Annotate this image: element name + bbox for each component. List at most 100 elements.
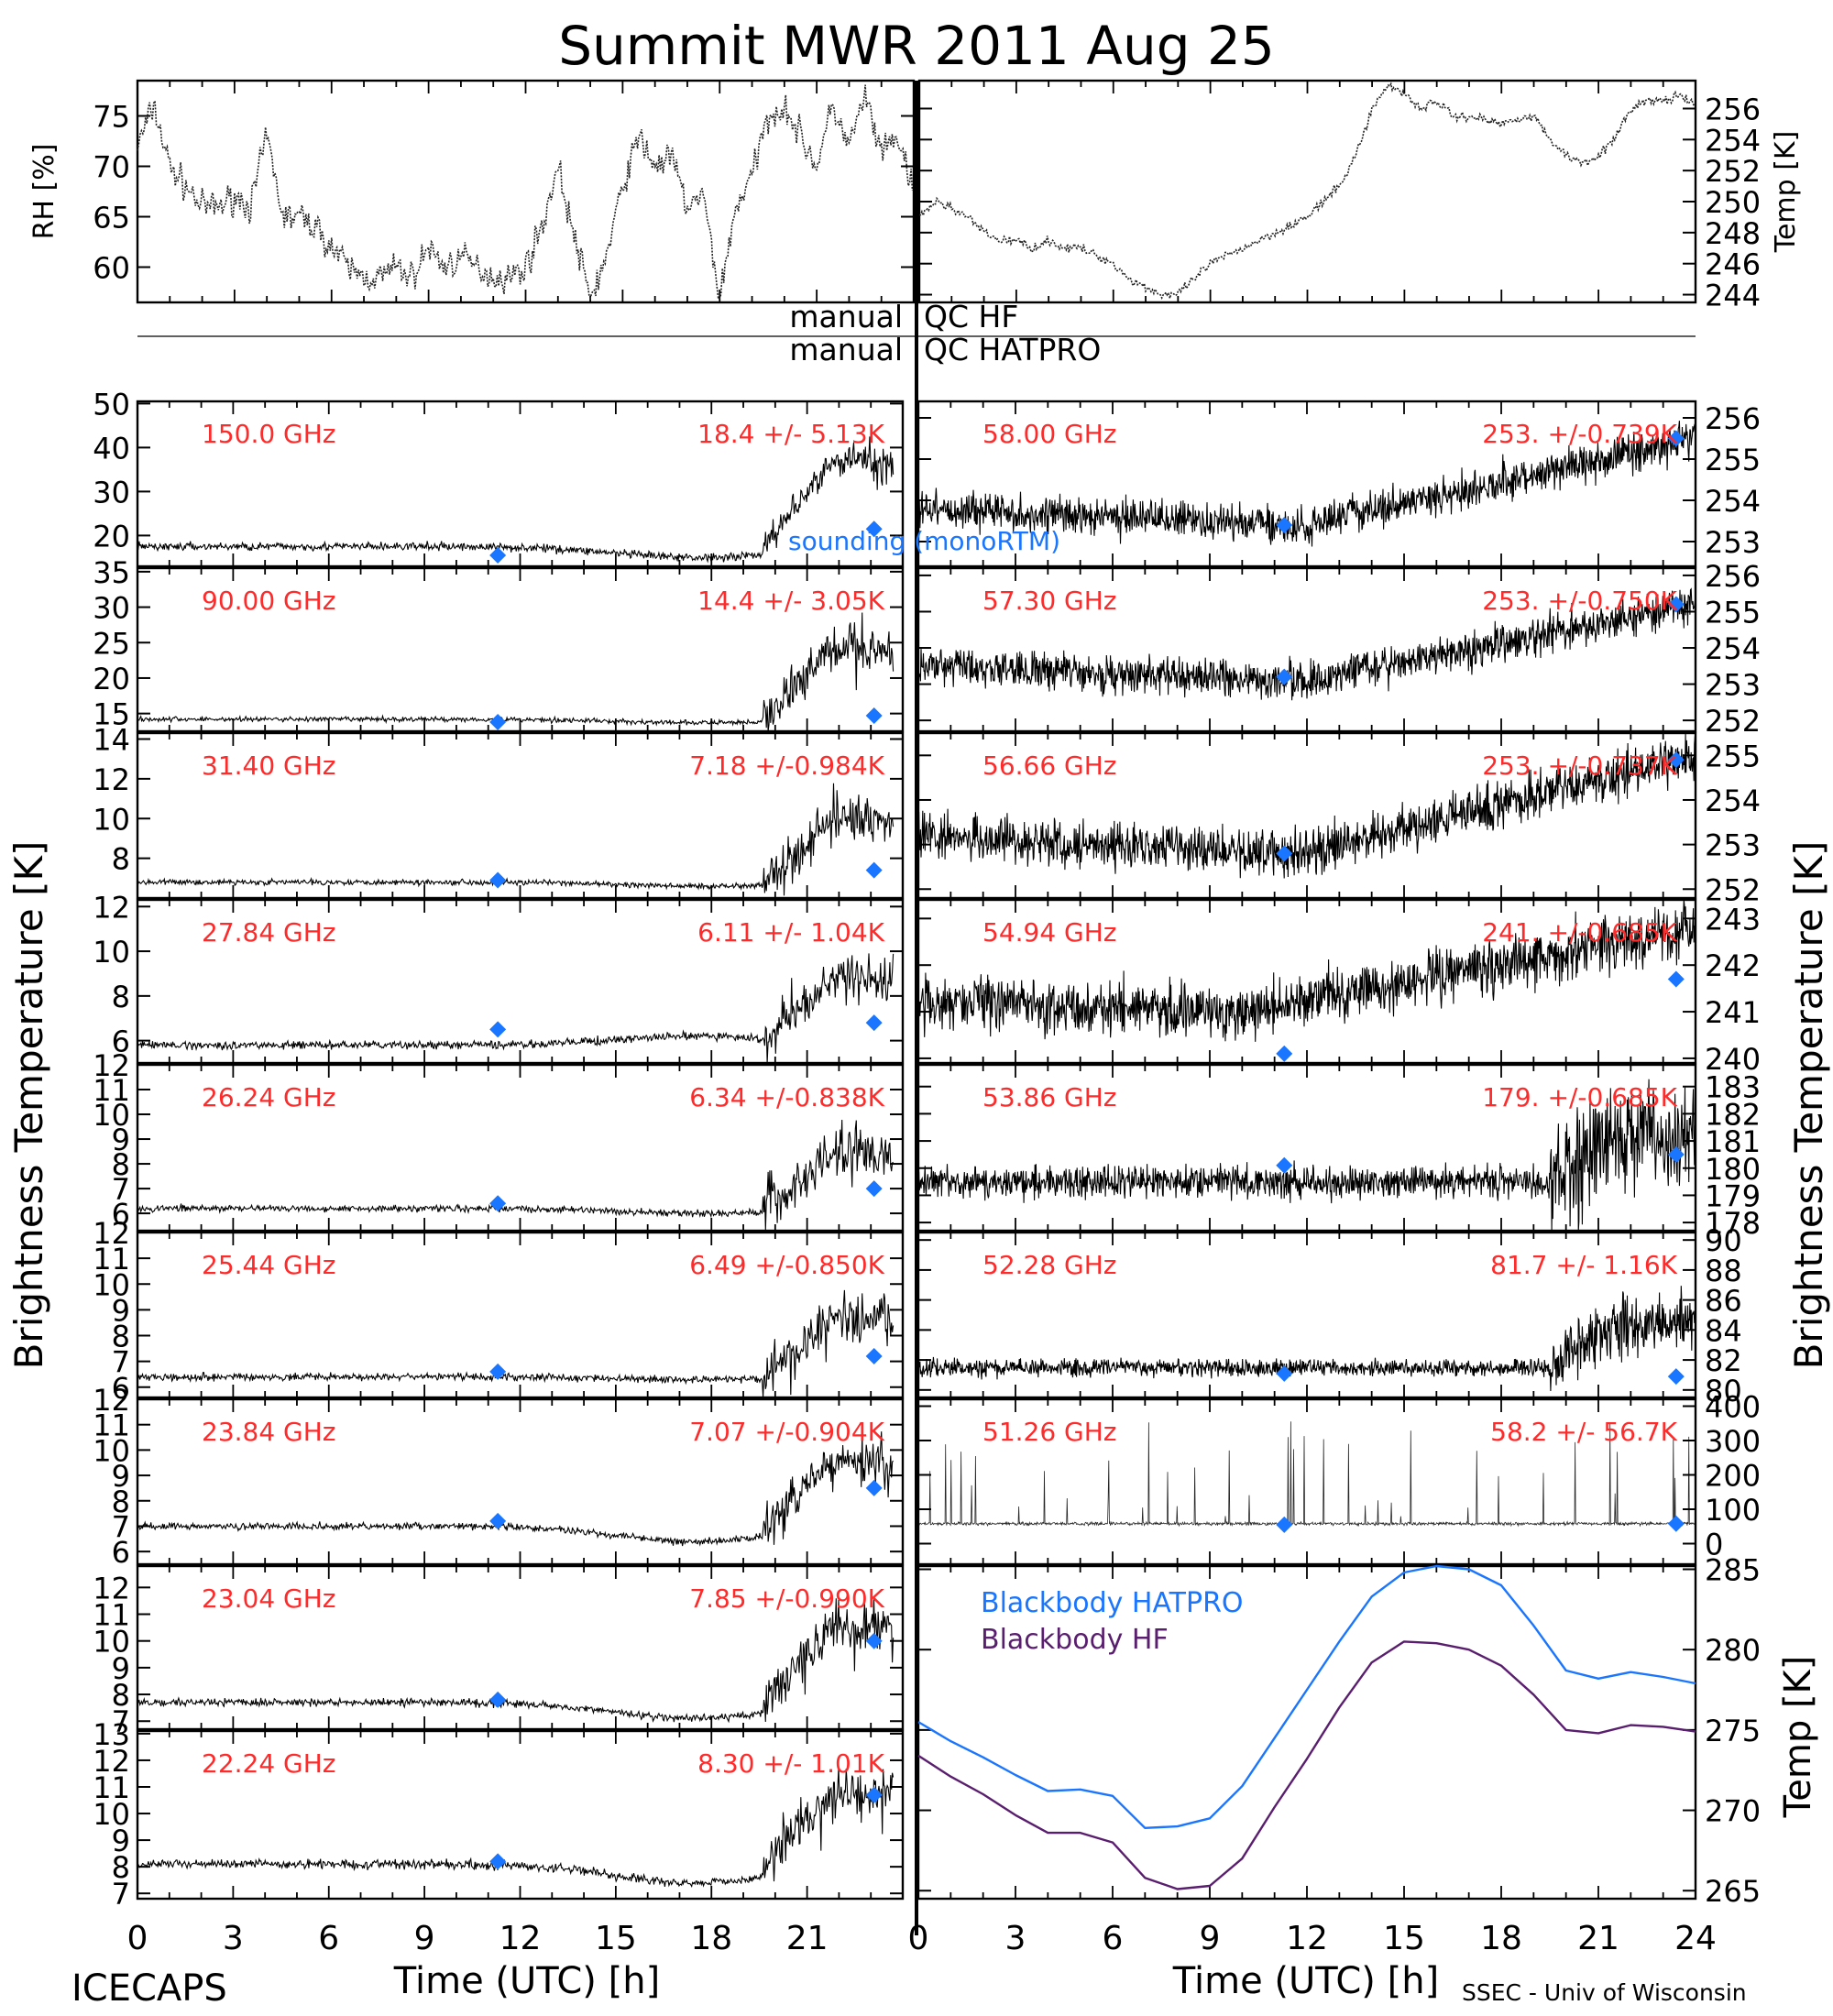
p26-ytick-label: 9: [112, 1123, 130, 1157]
temp-ytick-label: 248: [1705, 216, 1761, 251]
p51-ytick-label: 100: [1705, 1493, 1761, 1528]
p51-ytick-label: 400: [1705, 1390, 1761, 1425]
p23a-frequency-label: 23.84 GHz: [202, 1417, 336, 1447]
p53-stats-label: 179. +/-0.685K: [1482, 1082, 1677, 1112]
p51-sounding-point: [1276, 1516, 1293, 1533]
y-axis-label-right: Brightness Temperature [K]: [1786, 841, 1831, 1370]
p90-ytick-label: 35: [93, 555, 130, 590]
p31-ytick-label: 10: [93, 802, 130, 837]
p22-stats-label: 8.30 +/- 1.01K: [697, 1748, 884, 1779]
p26-ytick-label: 6: [112, 1197, 130, 1232]
x-axis-label-right: Time (UTC) [h]: [1172, 1960, 1439, 2002]
p23b-stats-label: 7.85 +/-0.990K: [689, 1583, 884, 1614]
blackbody-ytick-label: 270: [1705, 1794, 1761, 1829]
x-tick-label-left: 6: [318, 1920, 339, 1957]
p52-ytick-label: 88: [1705, 1254, 1742, 1288]
blackbody-ytick-label: 265: [1705, 1874, 1761, 1909]
blackbody-legend-1: Blackbody HF: [981, 1624, 1169, 1656]
p22-sounding-point: [865, 1786, 883, 1803]
p51-series-line: [917, 1421, 1696, 1528]
p26-stats-label: 6.34 +/-0.838K: [689, 1082, 884, 1112]
p53-frequency-label: 53.86 GHz: [982, 1082, 1117, 1112]
blackbody-legend-0: Blackbody HATPRO: [981, 1587, 1244, 1619]
p22-series-line: [137, 1767, 895, 1889]
p52-ytick-label: 86: [1705, 1284, 1742, 1319]
p57-ytick-label: 256: [1705, 559, 1761, 594]
panel-p54: 240 241 242 243 54.94 GHz 241. +/-0.685K: [916, 898, 1761, 1077]
p54-stats-label: 241. +/-0.685K: [1482, 917, 1677, 948]
p31-ytick-label: 14: [93, 723, 130, 758]
x-tick-label-right: 12: [1286, 1920, 1328, 1957]
p31-sounding-point: [865, 861, 883, 879]
p25-sounding-point: [865, 1348, 883, 1364]
p25-ytick-label: 7: [112, 1345, 130, 1380]
p90-stats-label: 14.4 +/- 3.05K: [697, 586, 884, 616]
p54-ytick-label: 240: [1705, 1042, 1761, 1077]
p31-ytick-label: 8: [112, 842, 130, 877]
p27-sounding-point: [489, 1021, 507, 1038]
y-axis-label-left: Brightness Temperature [K]: [6, 841, 51, 1370]
p23b-ytick-label: 12: [93, 1571, 130, 1605]
x-tick-label-left: 18: [690, 1920, 732, 1957]
p25-sounding-point: [489, 1363, 507, 1380]
p23b-sounding-point: [489, 1691, 507, 1708]
p23a-ytick-label: 6: [112, 1535, 130, 1570]
x-tick-label-right: 0: [908, 1920, 929, 1957]
blackbody-y-axis-label: Temp [K]: [1777, 1656, 1819, 1819]
p57-frequency-label: 57.30 GHz: [982, 586, 1117, 616]
x-tick-label-right: 15: [1383, 1920, 1425, 1957]
footer-ssec: SSEC - Univ of Wisconsin: [1462, 1979, 1747, 2006]
x-tick-label-left: 0: [127, 1920, 148, 1957]
p56-ytick-label: 255: [1705, 739, 1761, 773]
p57-series-line: [917, 587, 1696, 701]
p58-frequency-label: 58.00 GHz: [982, 419, 1117, 449]
p23b-ytick-label: 10: [93, 1625, 130, 1660]
p53-ytick-label: 182: [1705, 1097, 1761, 1132]
blackbody-ytick-label: 280: [1705, 1633, 1761, 1668]
p26-ytick-label: 7: [112, 1172, 130, 1207]
p27-frequency-label: 27.84 GHz: [202, 917, 336, 948]
p22-ytick-label: 7: [112, 1877, 130, 1912]
rh-panel: 60 65 70 75 RH [%]: [28, 79, 916, 304]
x-tick-label-left: 3: [223, 1920, 244, 1957]
chart-title: Summit MWR 2011 Aug 25: [558, 15, 1275, 77]
p57-ytick-label: 252: [1705, 704, 1761, 739]
p58-ytick-label: 254: [1705, 484, 1761, 519]
p23a-stats-label: 7.07 +/-0.904K: [689, 1417, 884, 1447]
rh-ytick-label: 70: [93, 150, 130, 185]
p90-ytick-label: 15: [93, 697, 130, 732]
p23a-series-line: [137, 1431, 895, 1547]
p51-ytick-label: 200: [1705, 1459, 1761, 1494]
p23a-ytick-label: 12: [93, 1383, 130, 1418]
p52-ytick-label: 84: [1705, 1313, 1742, 1348]
sounding-legend-label: sounding (monoRTM): [788, 526, 1060, 556]
p25-ytick-label: 10: [93, 1267, 130, 1302]
p26-ytick-label: 8: [112, 1147, 130, 1182]
blackbody-ytick-label: 275: [1705, 1714, 1761, 1748]
temp-ytick-label: 250: [1705, 185, 1761, 220]
qc-label-hf-left: manual: [789, 299, 903, 334]
qc-label-hatpro-right: QC HATPRO: [924, 332, 1101, 367]
p25-ytick-label: 11: [93, 1242, 130, 1276]
x-axis-label-left: Time (UTC) [h]: [393, 1960, 660, 2002]
rh-series-line: [137, 84, 914, 301]
p26-sounding-point: [865, 1180, 883, 1198]
blackbody-ytick-label: 285: [1705, 1553, 1761, 1588]
p56-sounding-point: [1276, 845, 1293, 862]
p150-series-line: [137, 436, 895, 564]
p26-ytick-label: 10: [93, 1098, 130, 1133]
p25-ytick-label: 6: [112, 1371, 130, 1406]
p22-ytick-label: 10: [93, 1797, 130, 1832]
p58-ytick-label: 253: [1705, 525, 1761, 560]
p27-ytick-label: 12: [93, 890, 130, 925]
p53-ytick-label: 181: [1705, 1124, 1761, 1159]
temp-series-line: [918, 82, 1696, 301]
p58-sounding-point: [1667, 430, 1685, 447]
p23b-series-line: [137, 1596, 895, 1724]
